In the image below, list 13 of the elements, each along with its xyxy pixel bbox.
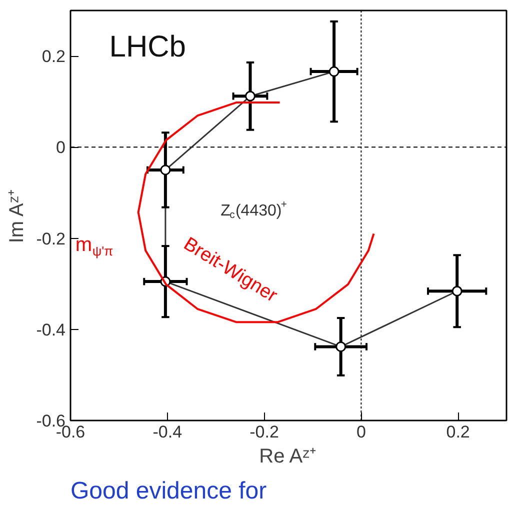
y-tick-label: 0 (56, 138, 66, 158)
annotation: LHCb (109, 30, 186, 64)
text: Good evidence for (70, 478, 267, 504)
line-series (137, 102, 375, 324)
x-tick-label: 0 (356, 422, 366, 442)
x-axis-title: Re Aᶻ⁺ (259, 446, 317, 468)
x-tick-label: -0.2 (250, 422, 279, 442)
x-tick-label: 0.2 (446, 422, 470, 442)
y-axis-title: Im Aᶻ⁺ (6, 188, 28, 244)
y-tick-label: -0.4 (36, 320, 66, 340)
x-tick-label: -0.4 (152, 422, 182, 442)
y-tick-label: 0.2 (42, 47, 66, 66)
y-tick-label: -0.2 (36, 229, 66, 248)
